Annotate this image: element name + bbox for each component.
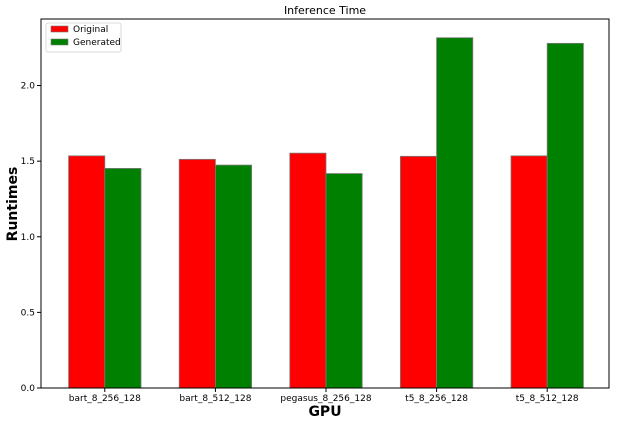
bar-original-4 <box>510 155 548 389</box>
legend: Original Generated <box>45 22 122 53</box>
bar-generated-1 <box>214 164 252 389</box>
bar-original-2 <box>289 152 327 389</box>
y-tick-label-2: 1.0 <box>21 233 36 243</box>
bar-generated-2 <box>325 173 363 389</box>
x-tick-label-0: bart_8_256_128 <box>69 394 141 404</box>
legend-label-0: Original <box>73 25 108 35</box>
x-tick-label-2: pegasus_8_256_128 <box>280 394 371 404</box>
x-tick-label-4: t5_8_512_128 <box>516 394 579 404</box>
legend-swatch-0 <box>50 25 69 33</box>
y-tick-label-3: 1.5 <box>21 157 35 167</box>
bar-original-0 <box>68 155 106 389</box>
y-tick-label-0: 0.0 <box>21 384 36 394</box>
y-tick-label-4: 2.0 <box>21 82 36 92</box>
bars-group <box>68 37 584 389</box>
chart-title: Inference Time <box>284 4 366 17</box>
bar-generated-0 <box>104 168 142 389</box>
legend-swatch-1 <box>50 38 69 46</box>
bar-generated-3 <box>436 37 474 389</box>
x-tick-label-3: t5_8_256_128 <box>405 394 468 404</box>
y-tick-label-1: 0.5 <box>21 308 35 318</box>
bar-original-3 <box>399 155 437 389</box>
bar-original-1 <box>178 158 216 389</box>
x-tick-label-1: bart_8_512_128 <box>179 394 251 404</box>
legend-label-1: Generated <box>73 38 121 48</box>
bar-generated-4 <box>546 42 584 389</box>
x-axis: bart_8_256_128 bart_8_512_128 pegasus_8_25… <box>69 388 579 404</box>
y-axis: 0.0 0.5 1.0 1.5 2.0 <box>21 82 41 394</box>
x-axis-label: GPU <box>308 404 341 420</box>
plot-frame <box>40 18 610 389</box>
y-axis-label: Runtimes <box>5 167 21 242</box>
